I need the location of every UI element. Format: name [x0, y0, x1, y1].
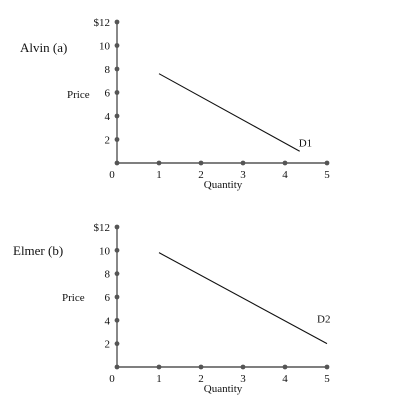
- y-tick-label: 8: [105, 64, 111, 76]
- y-tick-label: 4: [105, 315, 111, 327]
- y-tick-label: $12: [94, 222, 111, 234]
- x-tick-label: 1: [156, 169, 162, 181]
- x-tick-dot: [198, 160, 204, 166]
- y-tick-label: 2: [105, 339, 111, 351]
- y-tick-label: 6: [105, 88, 111, 100]
- y-tick-label: 10: [99, 41, 111, 53]
- x-tick-dot: [114, 160, 120, 166]
- x-tick-dot: [240, 160, 246, 166]
- y-tick-dot: [114, 19, 120, 25]
- y-tick-dot: [114, 66, 120, 72]
- x-tick-dot: [156, 364, 162, 370]
- y-tick-dot: [114, 247, 120, 253]
- demand-curve-label: D2: [317, 314, 330, 326]
- x-tick-dot: [240, 364, 246, 370]
- x-tick-label: 0: [109, 373, 115, 385]
- x-axis-title: Quantity: [204, 179, 243, 191]
- x-axis-title: Quantity: [204, 383, 243, 395]
- x-tick-label: 3: [240, 373, 246, 385]
- x-tick-label: 5: [324, 169, 330, 181]
- y-tick-dot: [114, 137, 120, 142]
- x-tick-label: 4: [282, 169, 288, 181]
- panel-label: Alvin (a): [20, 40, 67, 55]
- x-tick-label: 5: [324, 373, 330, 385]
- x-tick-label: 2: [198, 169, 204, 181]
- y-tick-label: 2: [105, 135, 111, 147]
- demand-curve-line: [158, 73, 300, 152]
- x-tick-dot: [324, 160, 330, 166]
- y-tick-dot: [114, 43, 120, 48]
- x-tick-dot: [114, 364, 120, 370]
- x-tick-label: 3: [240, 169, 246, 181]
- demand-curve-line: [158, 252, 328, 345]
- x-tick-dot: [282, 364, 288, 370]
- y-tick-dot: [114, 224, 120, 230]
- y-tick-label: 6: [105, 292, 111, 304]
- x-tick-label: 4: [282, 373, 288, 385]
- y-tick-dot: [114, 341, 120, 347]
- x-tick-label: 2: [198, 373, 204, 385]
- x-tick-label: 1: [156, 373, 162, 385]
- demand-curve-label: D1: [299, 137, 312, 149]
- y-tick-label: 10: [99, 245, 111, 257]
- y-tick-label: 4: [105, 111, 111, 123]
- y-tick-label: 8: [105, 269, 111, 281]
- x-tick-label: 0: [109, 169, 115, 181]
- y-tick-dot: [114, 271, 120, 277]
- y-tick-label: $12: [94, 17, 111, 29]
- y-tick-dot: [114, 294, 120, 300]
- y-axis-title: Price: [67, 89, 90, 101]
- y-tick-dot: [114, 90, 120, 95]
- y-axis-title: Price: [62, 292, 85, 304]
- y-tick-dot: [114, 113, 120, 119]
- x-tick-dot: [324, 364, 330, 370]
- x-tick-dot: [282, 160, 288, 166]
- x-tick-dot: [156, 160, 162, 166]
- panel-label: Elmer (b): [13, 243, 63, 258]
- y-tick-dot: [114, 317, 120, 323]
- x-tick-dot: [198, 364, 204, 370]
